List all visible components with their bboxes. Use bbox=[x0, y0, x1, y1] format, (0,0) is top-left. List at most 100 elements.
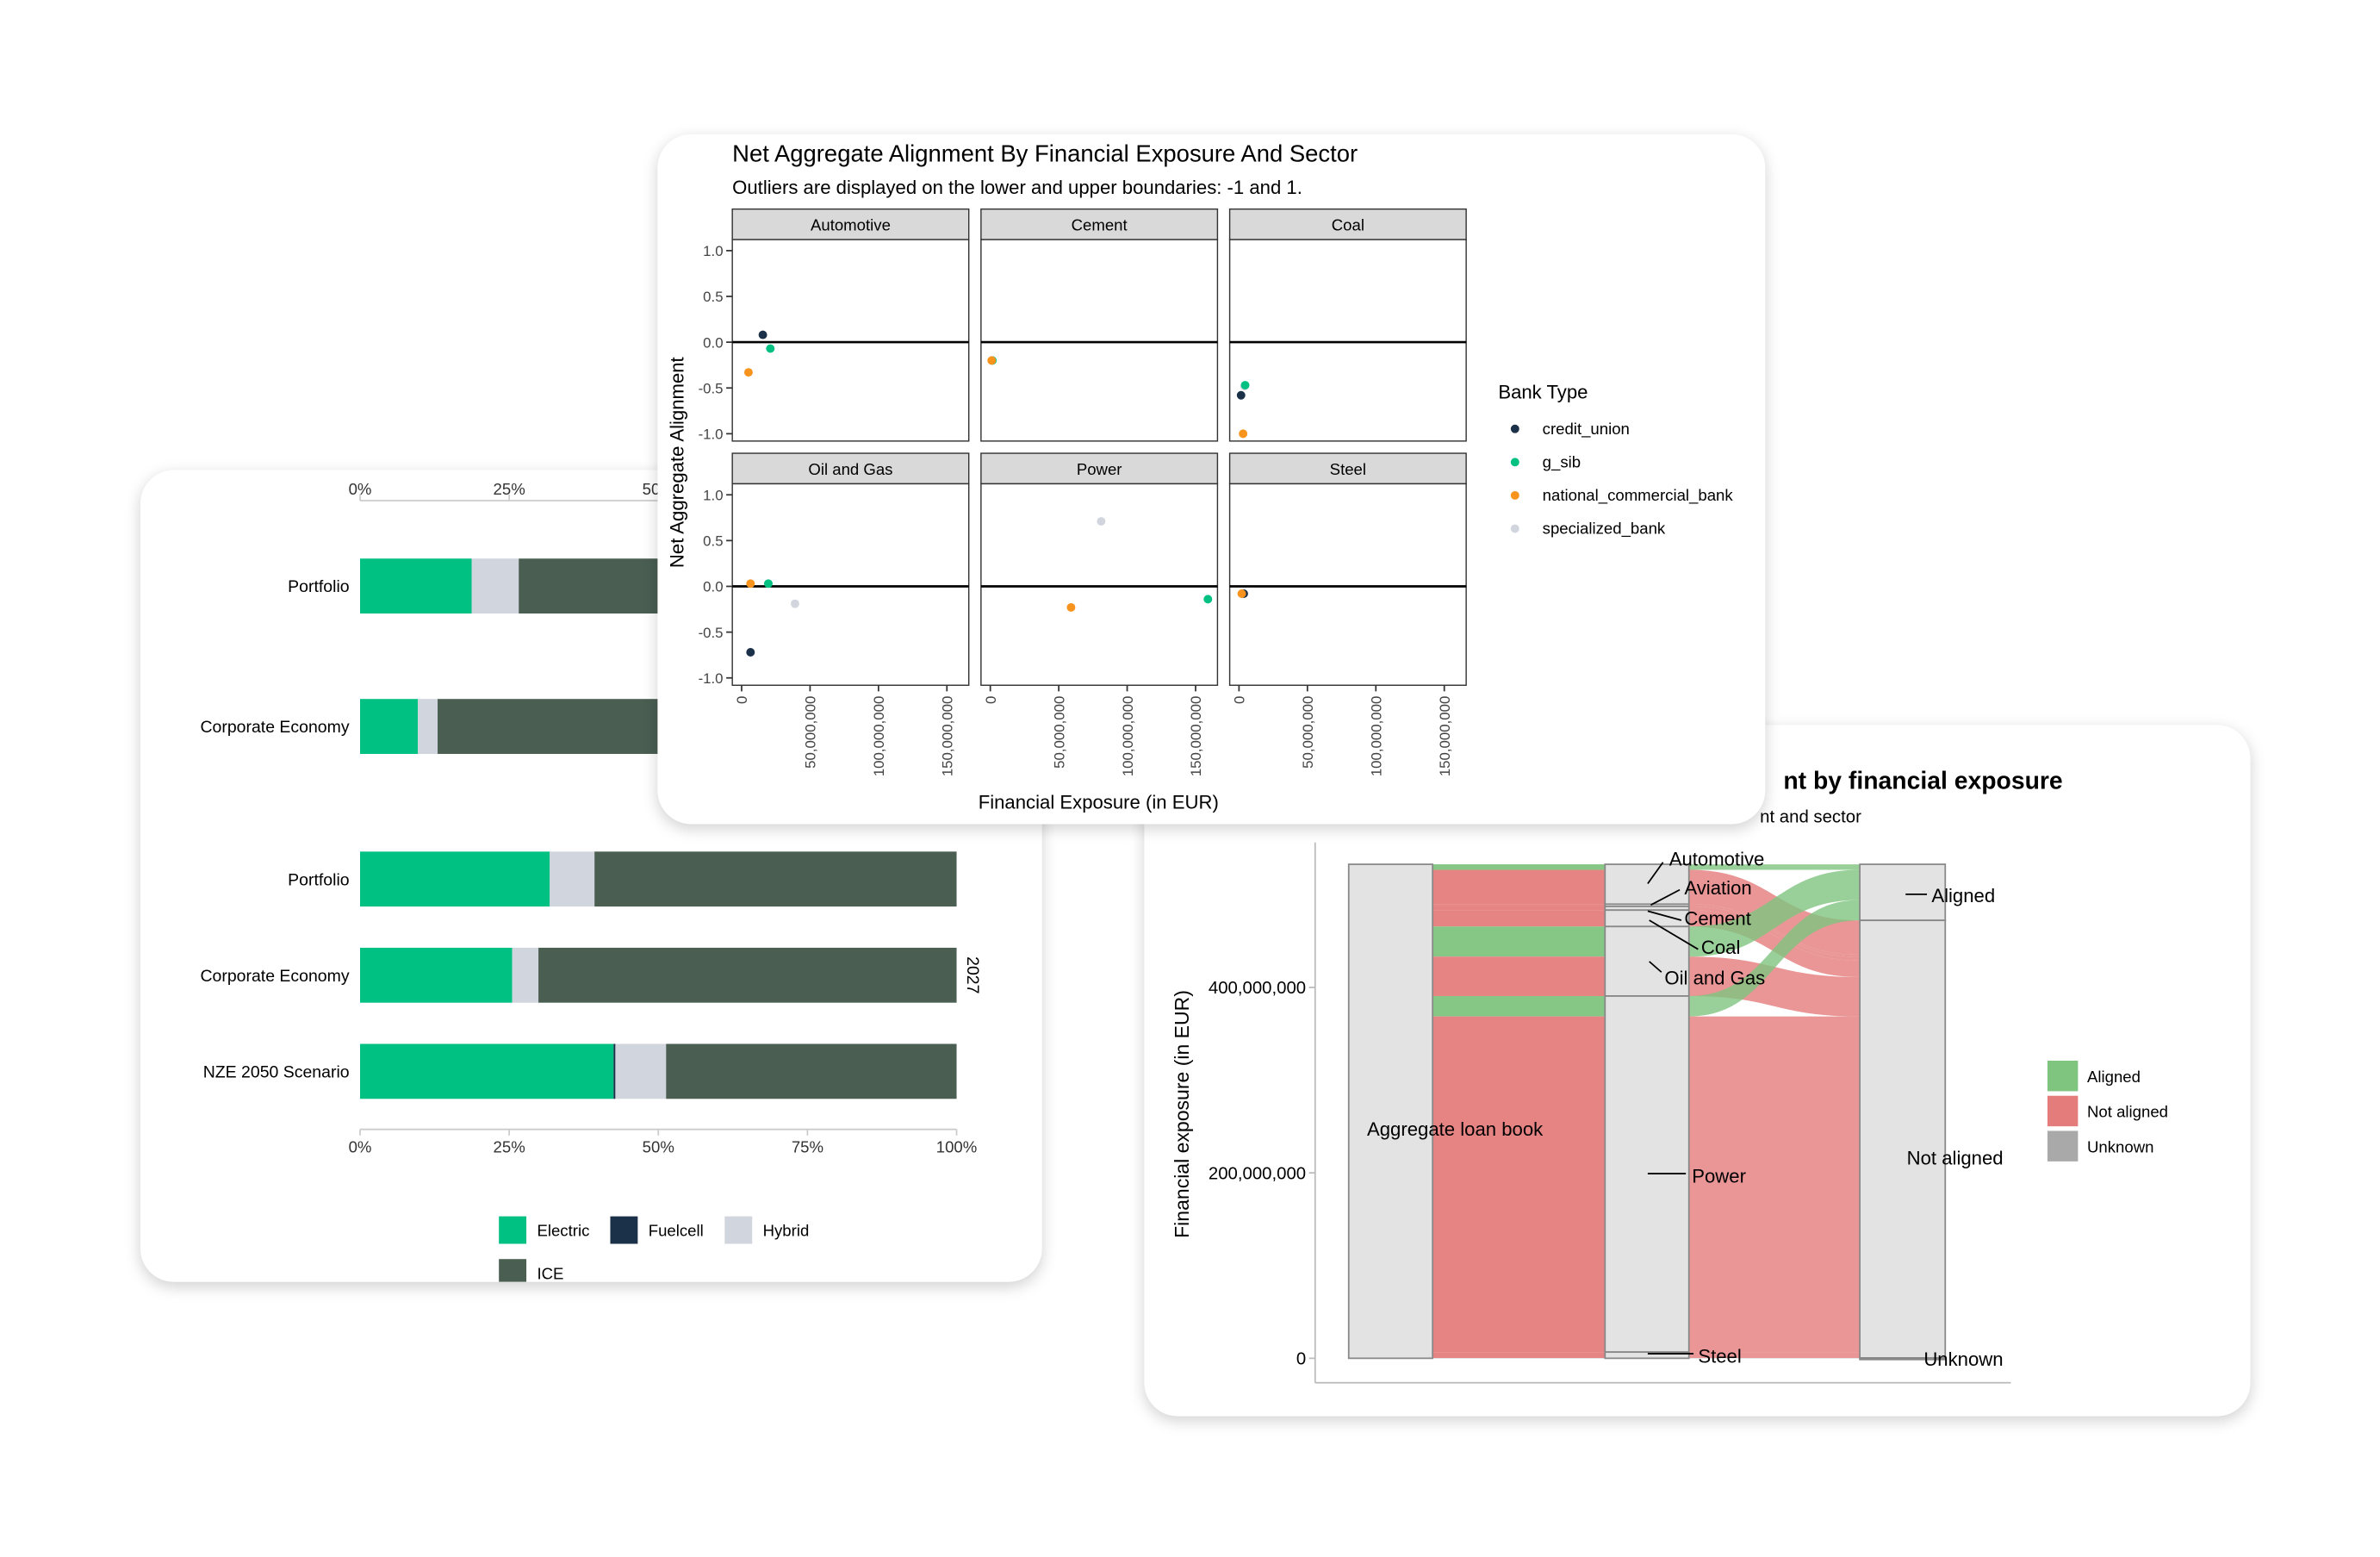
flow-left-not-aligned bbox=[1432, 870, 1605, 905]
bar-segment-fuelcell bbox=[613, 1044, 615, 1099]
sector-label: Power bbox=[1692, 1166, 1746, 1187]
facet-panel-coal: Coal bbox=[1230, 209, 1467, 441]
legend-swatch-aligned bbox=[2048, 1061, 2078, 1091]
point-g_sib bbox=[764, 579, 773, 588]
bar-row bbox=[360, 851, 957, 906]
top-x-tick-label: 0% bbox=[349, 480, 372, 498]
sector-label: Steel bbox=[1698, 1346, 1741, 1367]
legend-label: national_commercial_bank bbox=[1543, 486, 1734, 505]
x-tick-label: 150,000,000 bbox=[939, 696, 955, 777]
category-label: Not aligned bbox=[1907, 1147, 2004, 1168]
x-tick-label: 0 bbox=[983, 696, 999, 704]
facet-strip-label: Steel bbox=[1330, 460, 1366, 478]
legend-label: Aligned bbox=[2087, 1068, 2141, 1086]
net-alignment-scatter-chart: Net Aggregate Alignment By Financial Exp… bbox=[657, 134, 1765, 825]
facet-strip-label: Oil and Gas bbox=[808, 460, 892, 478]
y-tick-label: -1.0 bbox=[699, 670, 724, 687]
legend-swatch-unknown bbox=[2048, 1130, 2078, 1161]
bar-segment-hybrid bbox=[513, 948, 538, 1003]
legend-label: g_sib bbox=[1543, 453, 1581, 472]
point-national_commercial_bank bbox=[1239, 429, 1247, 438]
x-tick-label: 0 bbox=[734, 696, 750, 704]
sector-label: Oil and Gas bbox=[1664, 967, 1765, 988]
sector-label: Cement bbox=[1684, 907, 1750, 929]
bar-segment-hybrid bbox=[615, 1044, 666, 1099]
panel-frame bbox=[981, 240, 1218, 441]
y-tick-label: 0.5 bbox=[703, 533, 723, 550]
y-tick-label: 0.0 bbox=[703, 579, 723, 595]
point-credit_union bbox=[1237, 391, 1246, 400]
category-label: Aligned bbox=[1931, 885, 1995, 906]
row-label: Portfolio bbox=[288, 577, 350, 596]
node-aggregate-loan-book bbox=[1349, 864, 1432, 1358]
category-label: Unknown bbox=[1923, 1348, 2003, 1370]
bar-segment-hybrid bbox=[550, 851, 594, 906]
bar-segment-ice bbox=[538, 948, 956, 1003]
sector-label: Automotive bbox=[1669, 848, 1765, 869]
net-alignment-scatter-card: Net Aggregate Alignment By Financial Exp… bbox=[657, 134, 1765, 825]
bar-segment-electric bbox=[360, 851, 550, 906]
y-tick-label: 0 bbox=[1296, 1349, 1306, 1368]
bar-row bbox=[360, 1044, 957, 1099]
bar-segment-ice bbox=[666, 1044, 956, 1099]
legend-key-credit_union bbox=[1511, 425, 1519, 433]
panel-frame bbox=[1230, 483, 1467, 685]
flow-left-aligned bbox=[1432, 864, 1605, 869]
legend-swatch-electric bbox=[499, 1217, 526, 1244]
point-g_sib bbox=[1241, 381, 1250, 389]
facet-label: 2027 bbox=[963, 956, 982, 993]
flow-left-not-aligned bbox=[1432, 956, 1605, 996]
x-tick-label: 50,000,000 bbox=[803, 696, 819, 769]
x-tick-label: 100% bbox=[936, 1137, 978, 1155]
x-tick-label: 75% bbox=[792, 1137, 823, 1155]
facet-panel-cement: Cement bbox=[981, 209, 1218, 441]
y-axis-title: Net Aggregate Alignment bbox=[666, 357, 687, 568]
point-national_commercial_bank bbox=[744, 368, 753, 377]
point-g_sib bbox=[766, 345, 774, 353]
bar-segment-electric bbox=[360, 948, 513, 1003]
x-tick-label: 50,000,000 bbox=[1300, 696, 1316, 769]
y-tick-label: 200,000,000 bbox=[1209, 1164, 1306, 1183]
legend-label: Unknown bbox=[2087, 1137, 2153, 1155]
node-not-aligned bbox=[1860, 920, 1945, 1358]
chart-subtitle: Outliers are displayed on the lower and … bbox=[732, 177, 1302, 198]
facet-strip-label: Power bbox=[1077, 460, 1122, 478]
flow-left-aligned bbox=[1432, 926, 1605, 956]
flow-left-not-aligned bbox=[1432, 1017, 1605, 1353]
legend-label: specialized_bank bbox=[1543, 520, 1666, 539]
point-specialized_bank bbox=[791, 600, 799, 608]
x-tick-label: 50% bbox=[643, 1137, 674, 1155]
bar-row bbox=[360, 948, 957, 1003]
legend-title: Bank Type bbox=[1498, 381, 1588, 402]
sector-label: Aviation bbox=[1684, 877, 1751, 899]
y-tick-label: 1.0 bbox=[703, 243, 723, 259]
x-tick-label: 150,000,000 bbox=[1437, 696, 1453, 777]
point-national_commercial_bank bbox=[987, 356, 996, 364]
row-label: NZE 2050 Scenario bbox=[203, 1062, 350, 1081]
node-sector bbox=[1605, 864, 1688, 904]
point-credit_union bbox=[746, 648, 755, 657]
flow-left-not-aligned bbox=[1432, 910, 1605, 926]
bar-segment-hybrid bbox=[472, 558, 519, 613]
panel-frame bbox=[732, 240, 969, 441]
flow-left-not-aligned bbox=[1432, 1352, 1605, 1358]
legend-key-specialized_bank bbox=[1511, 525, 1519, 533]
y-axis-title: Financial exposure (in EUR) bbox=[1171, 990, 1193, 1238]
row-label: Corporate Economy bbox=[200, 718, 349, 737]
legend-label: Fuelcell bbox=[649, 1222, 704, 1240]
flow-left-aligned bbox=[1432, 996, 1605, 1017]
legend-label: ICE bbox=[537, 1264, 563, 1282]
y-tick-label: -1.0 bbox=[699, 427, 724, 443]
x-tick-label: 25% bbox=[494, 1137, 525, 1155]
facet-strip-label: Coal bbox=[1332, 215, 1364, 234]
panel-frame bbox=[981, 483, 1218, 685]
legend-key-g_sib bbox=[1511, 458, 1519, 466]
legend-swatch-hybrid bbox=[724, 1217, 752, 1244]
x-tick-label: 100,000,000 bbox=[871, 696, 887, 777]
legend-label: credit_union bbox=[1543, 420, 1630, 439]
x-tick-label: 150,000,000 bbox=[1188, 696, 1204, 777]
y-tick-label: 1.0 bbox=[703, 487, 723, 503]
point-national_commercial_bank bbox=[1066, 603, 1075, 612]
